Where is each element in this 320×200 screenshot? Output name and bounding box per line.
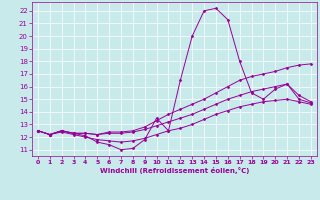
X-axis label: Windchill (Refroidissement éolien,°C): Windchill (Refroidissement éolien,°C) bbox=[100, 167, 249, 174]
